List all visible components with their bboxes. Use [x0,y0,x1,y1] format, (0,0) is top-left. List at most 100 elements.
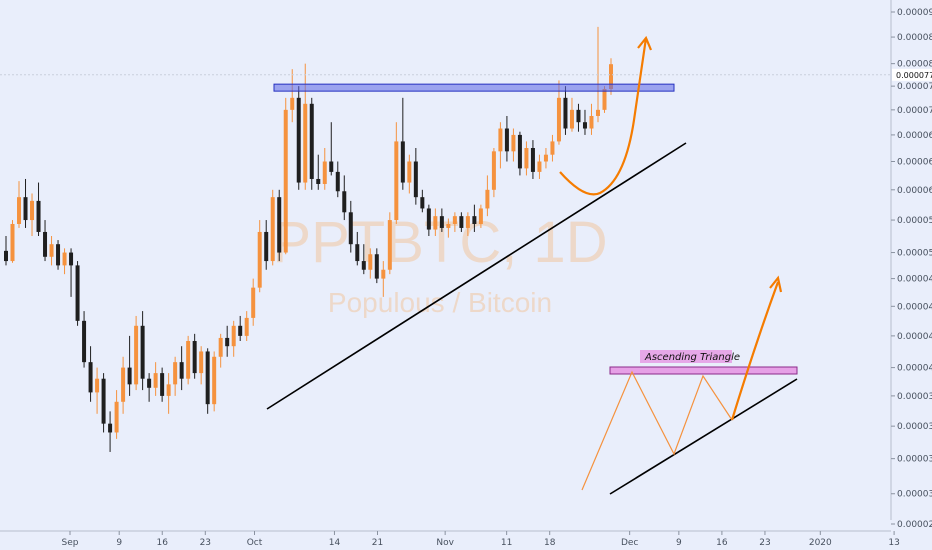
candle-body [589,115,594,129]
pattern-support-line[interactable] [609,378,798,495]
price-axis[interactable]: 0.00009000 0.00008500 0.00008000 0.00007600… [890,0,932,530]
y-tick-label: 0.00006000 [897,186,932,196]
y-tick-label: 0.00003000 [897,490,932,500]
candle [283,97,288,255]
candle-body [485,189,490,209]
candle [374,248,379,284]
candle-body [277,197,282,253]
candle-body [160,373,165,396]
resistance-zone[interactable] [273,83,675,92]
candle-body [361,261,366,270]
candle [472,204,477,232]
candle-body [17,197,22,224]
candle-body [537,161,542,172]
x-tick-label: Dec [621,538,638,548]
candle-body [212,356,217,405]
x-tick-label: 13 [888,538,899,548]
candle [582,109,587,135]
candle [166,373,171,414]
x-tick-label: Oct [247,538,263,548]
candle-body [491,151,496,190]
candle-body [179,362,184,379]
candle [244,311,249,342]
candle-body [309,103,314,179]
candle-body [433,216,438,230]
candle [342,175,347,221]
candle-body [251,287,256,318]
y-tick-label: 0.00009000 [897,8,932,18]
candle-body [465,216,470,228]
candle-body [374,254,379,279]
candle [316,154,321,190]
candle-body [550,141,555,155]
candle-body [303,103,308,183]
candle [212,351,217,412]
candle [160,367,165,402]
candle-body [127,367,132,385]
candle [231,320,236,357]
candle [426,204,431,236]
candle [10,220,15,263]
candle-body [231,325,236,347]
candle-body [602,89,607,110]
candle [192,333,197,379]
candle-body [199,351,204,374]
candle [205,348,210,414]
x-tick-label: Sep [62,538,79,548]
candle [147,373,152,402]
candle-body [322,161,327,184]
candle-body [446,223,451,228]
time-axis[interactable]: Sep91623Oct1421Nov1118Dec9162320201320 [0,530,932,548]
projection-curve[interactable] [559,37,648,196]
candle-body [270,197,275,262]
candle-body [140,325,145,379]
y-tick-label: 0.00004600 [897,302,932,312]
candle [82,311,87,368]
candle [381,261,386,297]
y-tick-label: 0.00002800 [897,520,932,530]
pattern-label-bg [640,350,732,363]
candle [322,148,327,190]
candle [569,97,574,132]
candle [108,411,113,452]
pattern-breakout-arrow [730,281,780,421]
candle-body [121,367,126,402]
projection-arrowhead [637,35,653,51]
candle-body [517,134,522,169]
candle-body [205,351,210,405]
candle-body [283,109,288,253]
y-tick-label: 0.00004900 [897,275,932,285]
candle [199,346,204,385]
candle-body [56,244,61,266]
candle-body [426,208,431,230]
drawings-layer [0,35,891,495]
candle [186,335,191,385]
candle [335,161,340,198]
candle [95,367,100,414]
candle-body [147,378,152,388]
candle-body [30,200,35,221]
candle [4,235,8,266]
y-tick-label: 0.00008500 [897,33,932,43]
candle [238,315,243,342]
support-trendline[interactable] [266,142,687,410]
y-tick-label: 0.00006800 [897,131,932,141]
x-tick-label: 21 [372,538,383,548]
candle-body [316,178,321,184]
candle-body [108,423,113,433]
candle [127,335,132,396]
candle [537,154,542,179]
candle-body [355,244,360,262]
candle-body [400,141,405,183]
y-tick-label: 0.00008000 [897,60,932,70]
y-tick-label: 0.00003250 [897,455,932,465]
candle [264,220,269,270]
candle-body [504,128,509,152]
pattern-resistance-zone[interactable] [609,366,798,375]
candle-body [459,216,464,228]
candle [121,356,126,414]
candle-body [394,141,399,221]
y-tick-label: 0.00007600 [897,82,932,92]
